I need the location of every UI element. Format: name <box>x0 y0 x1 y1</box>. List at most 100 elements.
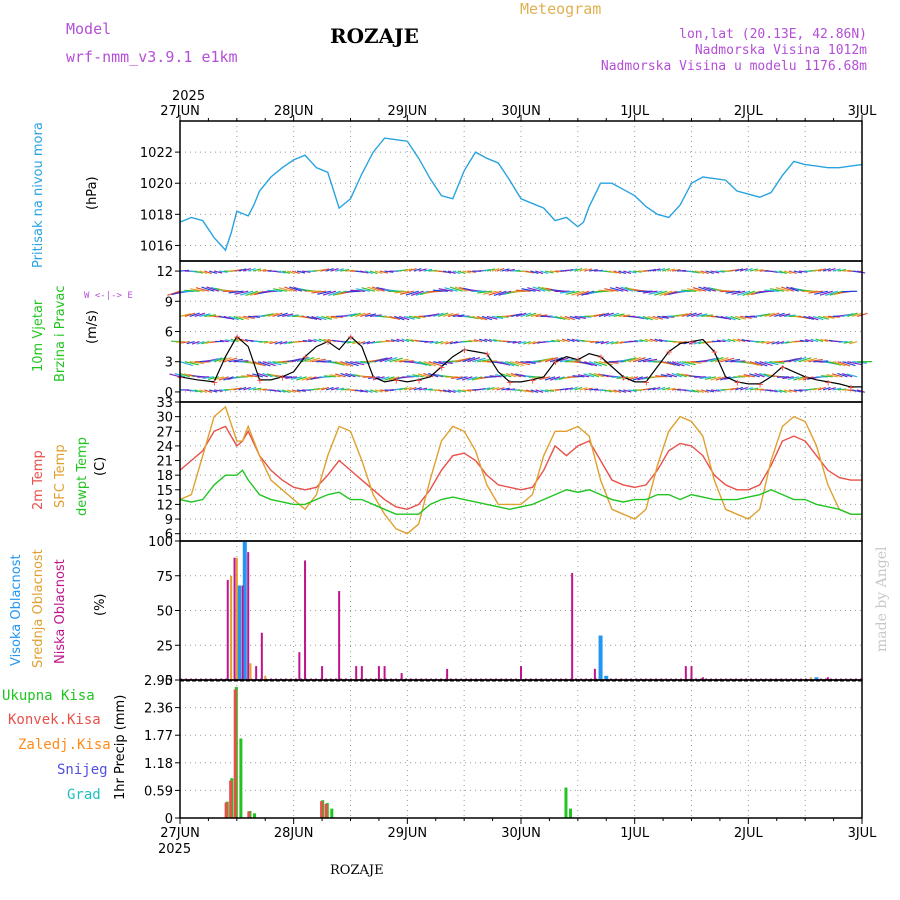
wind-barb <box>243 386 251 391</box>
wind-barb <box>754 388 764 391</box>
wind-barb <box>361 287 376 292</box>
wind-barb <box>798 315 810 320</box>
wind-barb <box>847 361 862 366</box>
wind-barb <box>228 315 239 321</box>
wind-barb <box>321 315 332 320</box>
wind-barb <box>335 387 345 391</box>
wind-barb <box>179 361 193 367</box>
wind-barb <box>286 270 295 275</box>
wind-barb <box>594 269 604 272</box>
wind-barb <box>389 315 401 320</box>
low-cloud-bar <box>255 666 258 680</box>
low-cloud-bar <box>304 560 307 680</box>
wind-gust-marker: + <box>257 374 264 387</box>
wind-barb <box>452 389 461 393</box>
wind-barb <box>608 389 617 393</box>
wind-barb <box>507 340 517 343</box>
wind-barb <box>505 372 517 378</box>
wind-barb <box>520 312 532 317</box>
wind-barb <box>272 389 281 393</box>
wind-barb <box>676 290 692 293</box>
wind-barb <box>355 312 366 317</box>
wind-barb <box>238 268 247 272</box>
wind-barb <box>450 376 463 380</box>
wind-barb <box>628 270 637 274</box>
wind-barb <box>827 387 836 391</box>
wind-barb <box>511 361 525 367</box>
wind-barb <box>360 270 369 274</box>
wind-barb <box>662 268 670 272</box>
wind-barb <box>530 389 539 394</box>
wind-barb <box>544 376 556 381</box>
wind-barb <box>433 289 448 292</box>
wind-barb <box>813 387 822 391</box>
wind-barb <box>250 290 263 296</box>
wind-barb <box>374 389 384 393</box>
wind-barb <box>691 389 700 393</box>
header: Model wrf-nmm_v3.9.1 e1km ROZAJE Meteogr… <box>66 0 890 878</box>
wind-barb <box>609 287 624 292</box>
wind-barb <box>598 312 610 317</box>
wind-barb <box>257 268 267 272</box>
wind-barb <box>735 315 747 320</box>
wind-barb <box>290 376 302 380</box>
wind-barb <box>722 339 731 343</box>
t2m-title: 2m Temp <box>31 450 46 510</box>
x-tick-label-top: 3JUL <box>848 104 878 119</box>
wind-barb <box>406 338 415 343</box>
wind-barb <box>574 267 583 272</box>
wind-barb <box>423 268 433 272</box>
wind-barb <box>515 289 531 292</box>
wind-barb <box>267 312 278 317</box>
wind-barb <box>759 361 773 367</box>
wind-gust-marker: + <box>848 381 855 394</box>
wind-barb <box>296 389 306 392</box>
wind-barb <box>279 341 288 345</box>
wind-barb <box>274 341 283 345</box>
wind-barb <box>444 287 458 292</box>
wind-barb <box>202 376 215 379</box>
wind-barb <box>369 314 382 317</box>
wind-gust-marker: + <box>461 344 468 357</box>
wind-barb <box>551 339 561 343</box>
wind-barb <box>798 270 808 273</box>
year-bottom: 2025 <box>158 842 191 857</box>
wind-barb <box>243 267 251 272</box>
wind-barb <box>318 338 327 343</box>
wind-barb <box>329 374 341 378</box>
wind-barb <box>818 315 829 320</box>
wind-barb <box>589 268 598 272</box>
wind-barb <box>856 270 866 274</box>
wind-barb <box>664 290 678 296</box>
wind-barb <box>776 341 785 345</box>
wind-barb <box>401 338 410 343</box>
wind-barb <box>379 389 389 392</box>
wind-barb <box>384 376 395 381</box>
x-tick-label-top: 30JUN <box>501 104 541 119</box>
wind-barb <box>321 268 330 272</box>
x-tick-label-top: 29JUN <box>388 104 428 119</box>
wind-barb <box>705 389 715 393</box>
y-tick-label: 1016 <box>140 239 173 254</box>
wind-barb <box>495 374 507 378</box>
wind-barb <box>642 315 653 321</box>
wind-barb <box>233 315 244 321</box>
wind-gust-marker: + <box>666 346 673 359</box>
wind-barb <box>740 315 752 319</box>
wind-barb <box>632 376 643 381</box>
wind-barb <box>759 372 770 378</box>
wind-barb <box>637 357 652 363</box>
wind-barb <box>167 290 181 296</box>
wind-barb <box>326 315 338 319</box>
y-tick-label: 9 <box>165 295 173 310</box>
wind-barb <box>206 286 220 292</box>
wind-barb <box>559 387 569 391</box>
wind-barb <box>783 389 792 393</box>
wind-barb <box>169 373 181 378</box>
low-cloud-bar <box>520 666 522 680</box>
wind-barb <box>574 315 587 319</box>
wind-barb <box>720 315 732 321</box>
wind-barb <box>252 387 262 391</box>
wind-barb <box>627 356 641 363</box>
wind-barb <box>744 361 759 366</box>
